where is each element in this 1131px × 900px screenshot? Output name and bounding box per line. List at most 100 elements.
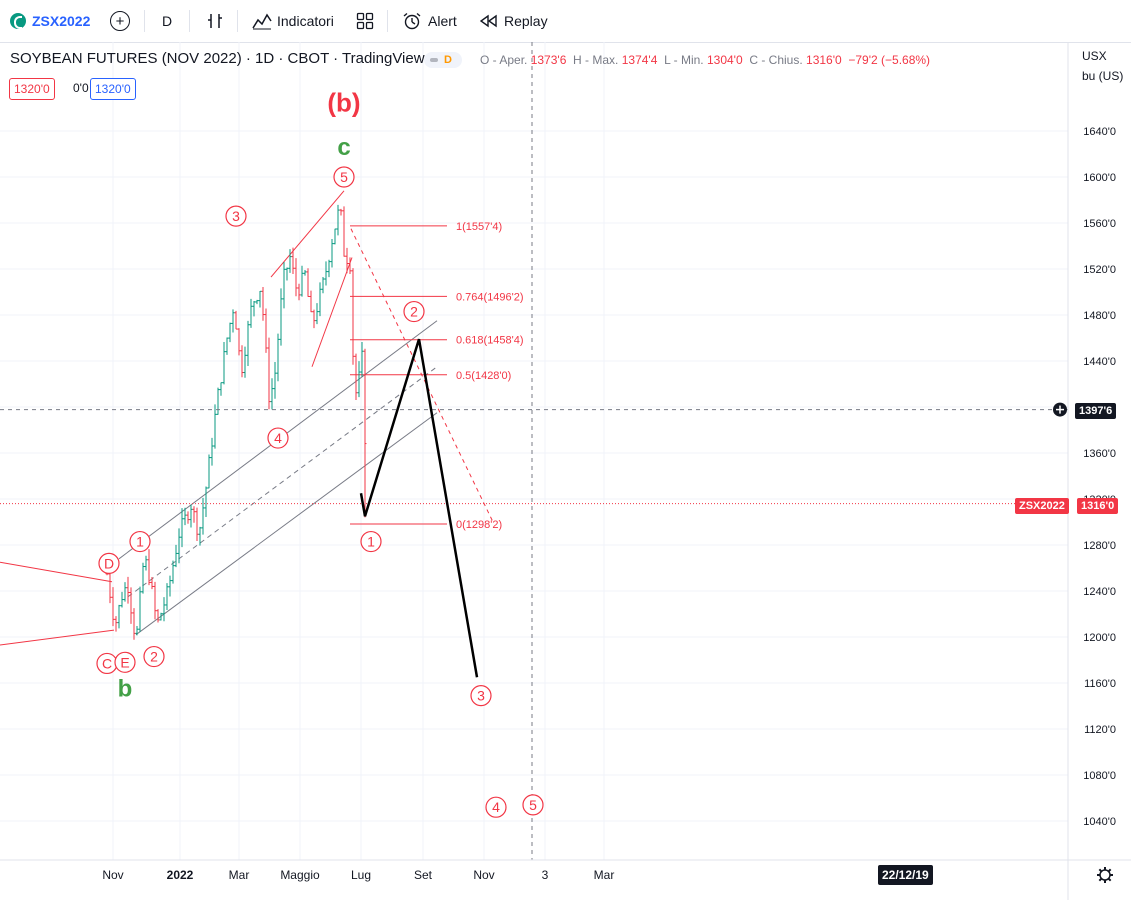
alert-button[interactable]: Alert	[402, 0, 457, 42]
candle	[222, 341, 226, 385]
projection-path[interactable]	[359, 338, 479, 678]
candle	[261, 286, 265, 321]
market-status-badge[interactable]: D	[424, 52, 462, 68]
top-toolbar: ZSX2022 + D Indicatori	[0, 0, 1131, 43]
compare-symbol-button[interactable]: +	[110, 0, 130, 42]
candle	[225, 337, 229, 355]
wave-number: 2	[410, 304, 418, 320]
crosshair-price-label: 1397'6	[1075, 403, 1117, 419]
candle	[234, 310, 238, 330]
projection-line	[359, 338, 479, 678]
symbol-search-button[interactable]: ZSX2022	[10, 0, 90, 42]
time-tick-label: Lug	[351, 868, 371, 882]
close-label: C - Chius.	[749, 53, 803, 67]
fibonacci-retracement[interactable]: 1(1557'4) 0.764(1496'2) 0.618(1458'4) 0.5(1…	[350, 221, 524, 531]
rewind-icon	[480, 14, 497, 28]
price-tick-label: 1520'0	[1083, 264, 1116, 276]
wave-number: 4	[492, 799, 500, 815]
channel-line	[135, 412, 438, 636]
indicators-button[interactable]: Indicatori	[252, 0, 334, 42]
open-label: O - Aper.	[480, 53, 528, 67]
wave-circle	[360, 530, 382, 553]
wave-circle-label: 4	[485, 796, 507, 818]
candle	[198, 526, 202, 546]
candle	[156, 609, 160, 623]
plus-circle-icon: +	[110, 11, 130, 31]
buy-button[interactable]: 1320'0	[90, 78, 136, 100]
wave-circle	[403, 300, 425, 323]
gear-tooth	[1098, 877, 1103, 882]
crosshair-add-icon[interactable]	[1053, 402, 1067, 417]
chart-style-button[interactable]	[206, 0, 224, 42]
candle	[300, 265, 304, 297]
price-tick-label: 1640'0	[1083, 126, 1116, 138]
replay-button[interactable]: Replay	[480, 0, 548, 42]
candle	[324, 261, 328, 286]
candle	[339, 208, 343, 216]
sell-button[interactable]: 1320'0	[9, 78, 55, 100]
candle	[231, 309, 235, 333]
candle	[240, 345, 244, 378]
wave-circle	[129, 530, 151, 553]
layouts-button[interactable]	[356, 0, 374, 42]
candle	[201, 497, 205, 535]
candle	[360, 342, 364, 377]
candle	[357, 361, 361, 398]
wave-circle	[470, 685, 492, 707]
time-tick-label: 2022	[167, 868, 194, 882]
eye-icon	[430, 58, 438, 62]
unit-selector[interactable]: bu (US)	[1082, 69, 1124, 83]
open-value: 1373'6	[530, 53, 567, 67]
wave-number: 5	[529, 797, 537, 813]
wedge-lower-line	[311, 257, 353, 367]
currency-selector[interactable]: USX	[1082, 49, 1107, 63]
candlestick-series	[105, 204, 367, 640]
candle	[195, 507, 199, 541]
channel-line	[127, 366, 438, 598]
triangle-upper-line	[0, 561, 113, 583]
candle	[213, 404, 217, 449]
interval-label: D	[162, 13, 173, 29]
close-value: 1316'0	[806, 53, 842, 67]
wave-circle-label: 2	[143, 645, 165, 668]
candle	[150, 577, 154, 590]
alarm-clock-icon	[403, 12, 421, 30]
gear-tooth	[1107, 877, 1112, 882]
candle	[138, 586, 142, 632]
wave-number: 1	[136, 534, 144, 550]
candle	[315, 303, 319, 325]
price-axis[interactable]: 1040'0 1080'0 1120'0 1160'0 1200'0 1240'0 1280…	[1067, 42, 1116, 900]
wave-circle-label: C	[96, 652, 118, 675]
candle	[258, 290, 262, 308]
low-label: L - Min.	[664, 53, 704, 67]
wave-letter: c	[337, 134, 350, 161]
candle	[183, 507, 187, 526]
candle	[177, 528, 181, 564]
candle	[204, 486, 208, 518]
interval-button[interactable]: D	[162, 0, 172, 42]
candle	[330, 239, 334, 268]
wave-circle-label: 4	[267, 427, 289, 449]
candle	[141, 562, 145, 594]
wave-circle	[522, 794, 544, 816]
candle	[276, 333, 280, 382]
chart-grid	[0, 42, 1068, 860]
price-tick-label: 1120'0	[1084, 724, 1116, 736]
price-tick-label: 1160'0	[1084, 678, 1116, 690]
candle	[174, 544, 178, 568]
time-axis[interactable]: Nov 2022 Mar Maggio Lug Set Nov 3 Mar	[0, 859, 1131, 883]
wave-number: 1	[367, 534, 375, 550]
candles-icon	[208, 14, 222, 28]
candle	[126, 576, 130, 604]
candle	[303, 269, 307, 276]
settings-gear-icon[interactable]	[1097, 867, 1113, 883]
fib-level-label: 1(1557'4)	[456, 221, 502, 233]
candle	[180, 508, 184, 548]
wave-circle	[98, 552, 120, 575]
candle	[342, 206, 346, 257]
channel-lines	[0, 190, 438, 646]
toolbar-divider	[387, 10, 388, 32]
candle	[252, 301, 256, 317]
candle	[285, 267, 289, 281]
